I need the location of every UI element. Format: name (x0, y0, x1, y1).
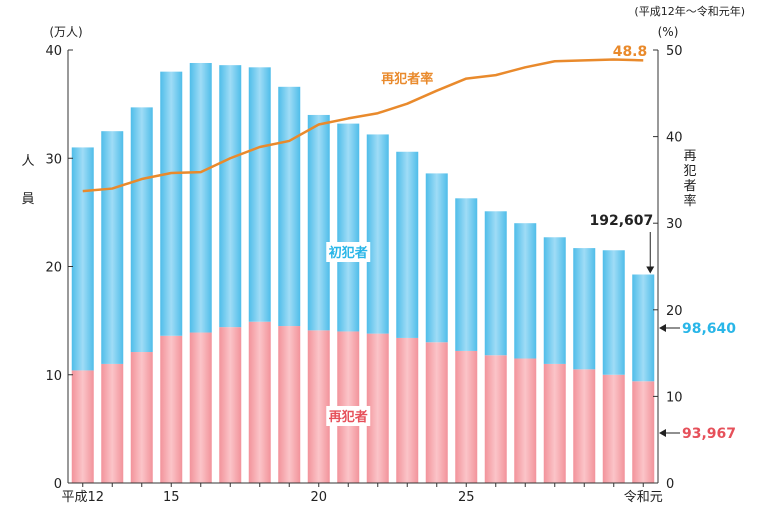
bar-first-offender (602, 250, 625, 375)
bar-repeat-offender (602, 374, 625, 483)
series-label-first-offender-box (326, 242, 371, 262)
right-axis-label-char: 犯 (683, 164, 696, 179)
bar-first-offender (101, 131, 124, 364)
bar-repeat-offender (366, 333, 389, 483)
right-axis-label: 再犯者率 (683, 149, 696, 209)
bar-repeat-offender (307, 330, 330, 483)
bar-first-offender (396, 151, 419, 338)
left-axis-label-char: 員 (21, 192, 34, 207)
left-axis-unit: (万人) (49, 25, 82, 39)
annotation-repeat-last: 93,967 (682, 426, 736, 442)
x-tick-label: 20 (310, 490, 327, 505)
bar-repeat-offender (632, 381, 655, 483)
bar-repeat-offender (484, 355, 507, 483)
x-tick-label: 令和元 (624, 490, 663, 505)
bar-first-offender (514, 223, 537, 359)
bar-repeat-offender (396, 337, 419, 483)
bar-repeat-offender (543, 363, 566, 483)
annotations: 48.8 192,607 98,640 93,967 (589, 44, 736, 442)
right-tick-label: 10 (666, 390, 683, 405)
bar-repeat-offender (455, 350, 478, 483)
annotation-first-arrow-head (659, 324, 666, 332)
bar-first-offender (366, 134, 389, 334)
bar-first-offender (189, 62, 212, 333)
bar-first-offender (278, 86, 301, 327)
annotation-total-arrow-head (646, 266, 655, 274)
left-axis-label-char: 人 (21, 154, 34, 169)
right-tick-label: 20 (666, 304, 683, 319)
series-label-repeat-offender: 再犯者 (329, 409, 368, 425)
right-axis-label-char: 再 (683, 149, 696, 164)
x-tick-label: 15 (163, 490, 180, 505)
left-axis-label: 人員 (21, 154, 34, 207)
bar-first-offender (160, 71, 183, 336)
rate-line-path (82, 58, 644, 193)
left-tick-label: 20 (45, 261, 62, 276)
bar-repeat-offender (160, 335, 183, 483)
bar-first-offender (425, 173, 448, 343)
left-tick-label: 0 (54, 477, 62, 492)
bar-repeat-offender (514, 358, 537, 483)
bar-first-offender (337, 123, 360, 332)
bar-repeat-offender (71, 370, 94, 483)
bar-first-offender (543, 237, 566, 364)
annotation-first-last: 98,640 (682, 321, 736, 337)
bar-first-offender (573, 248, 596, 370)
bar-first-offender (248, 67, 271, 322)
bar-first-offender (71, 147, 94, 371)
bar-repeat-offender (573, 369, 596, 483)
left-tick-label: 40 (45, 44, 62, 59)
series-label-repeat-offender-box (326, 406, 371, 426)
right-axis-label-char: 率 (683, 193, 696, 209)
annotation-repeat-arrow-head (659, 429, 666, 437)
annotation-total-last: 192,607 (589, 213, 653, 229)
bars (71, 62, 655, 483)
bar-repeat-offender (425, 342, 448, 483)
x-tick-label: 平成12 (61, 490, 104, 505)
bar-first-offender (484, 211, 507, 356)
bar-first-offender (219, 65, 242, 328)
right-tick-label: 30 (666, 217, 683, 232)
right-tick-label: 50 (666, 44, 683, 59)
x-tick-label: 25 (458, 490, 475, 505)
bar-first-offender (455, 198, 478, 351)
series-label-rate: 再犯者率 (381, 71, 433, 87)
bar-repeat-offender (101, 363, 124, 483)
bar-first-offender (307, 114, 330, 331)
rate-line (82, 58, 644, 193)
left-tick-label: 10 (45, 369, 62, 384)
right-axis-unit: (%) (658, 25, 679, 39)
period-note: (平成12年～令和元年) (634, 4, 745, 18)
right-tick-label: 0 (666, 477, 674, 492)
bar-repeat-offender (189, 332, 212, 483)
axes: 0 10 20 30 40 0 10 20 30 40 50 平成12 15 20 25 令和元 (45, 44, 682, 505)
right-axis-label-char: 者 (683, 179, 696, 194)
bar-first-offender (130, 107, 153, 353)
bar-repeat-offender (278, 326, 301, 483)
series-label-first-offender: 初犯者 (329, 245, 368, 261)
annotation-rate-last: 48.8 (613, 44, 648, 60)
right-tick-label: 40 (666, 131, 683, 146)
left-tick-label: 30 (45, 152, 62, 167)
bar-repeat-offender (130, 352, 153, 483)
bar-repeat-offender (219, 327, 242, 483)
bar-first-offender (632, 274, 655, 382)
bar-repeat-offender (248, 321, 271, 483)
